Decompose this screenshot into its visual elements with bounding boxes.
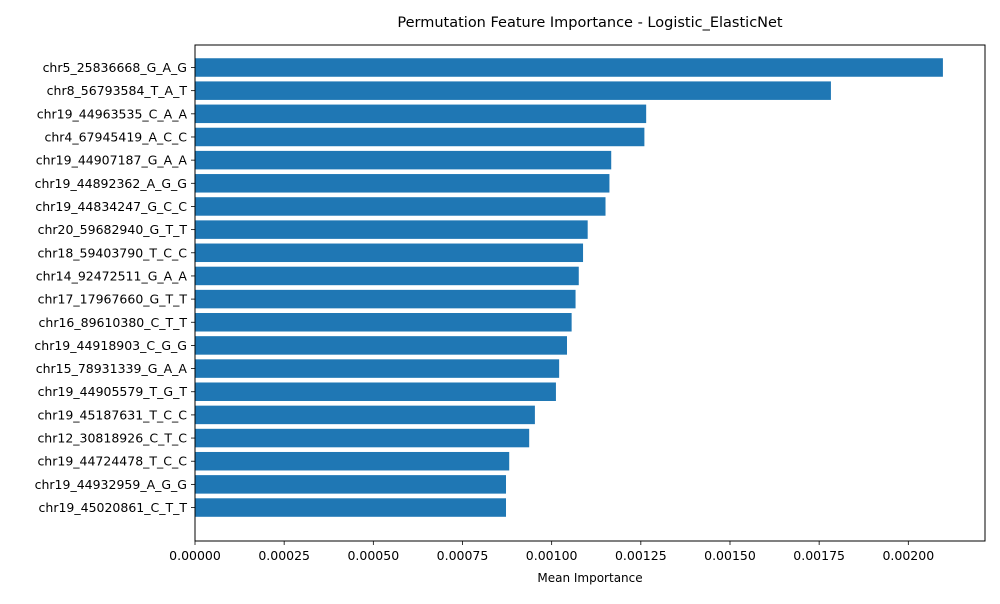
y-tick-label: chr19_44892362_A_G_G [35,176,187,191]
bar [195,150,612,170]
y-tick-label: chr19_44834247_G_C_C [35,199,187,214]
x-tick-label: 0.00200 [882,548,934,563]
y-tick-label: chr19_44724478_T_C_C [37,454,187,469]
bar [195,451,510,471]
y-tick-label: chr15_78931339_G_A_A [36,361,188,376]
y-tick-label: chr19_44907187_G_A_A [36,153,188,168]
y-tick-label: chr4_67945419_A_C_C [44,129,187,144]
y-tick-label: chr16_89610380_C_T_T [39,315,188,330]
x-tick-label: 0.00050 [347,548,399,563]
x-tick-label: 0.00175 [793,548,845,563]
bar [195,174,610,193]
y-tick-label: chr12_30818926_C_T_C [37,431,187,446]
x-axis: 0.00000 0.00025 0.00050 0.00075 0.00100 0.001… [169,541,934,563]
bar [195,104,647,124]
plot-frame [194,44,986,542]
bar [195,266,579,286]
bar [195,81,831,100]
y-tick-label: chr19_45187631_T_C_C [37,407,187,422]
bar [195,220,588,239]
y-tick-label: chr19_44932959_A_G_G [35,477,187,492]
y-tick-label: chr18_59403790_T_C_C [37,245,187,260]
y-tick-label: chr8_56793584_T_A_T [47,83,188,98]
bar [195,475,507,494]
y-tick-label: chr17_17967660_G_T_T [38,292,188,307]
y-tick-label: chr19_44963535_C_A_A [37,106,188,121]
x-tick-label: 0.00000 [169,548,221,563]
bar [195,382,556,401]
bar [195,243,584,263]
bar [195,197,606,216]
y-tick-label: chr20_59682940_G_T_T [38,222,188,237]
y-tick-label: chr19_44918903_C_G_G [34,338,187,353]
chart-title: Permutation Feature Importance - Logisti… [397,15,783,31]
y-tick-label: chr19_45020861_C_T_T [39,500,188,515]
x-tick-label: 0.00150 [704,548,756,563]
bars-layer [195,58,943,517]
y-tick-label: chr5_25836668_G_A_G [43,60,187,75]
bar [195,498,507,517]
x-tick-label: 0.00025 [258,548,310,563]
x-tick-label: 0.00125 [615,548,667,563]
bar [195,58,943,77]
y-tick-label: chr14_92472511_G_A_A [36,268,188,283]
x-axis-label: Mean Importance [537,571,642,585]
bar [195,359,560,378]
bar [195,127,645,147]
x-tick-label: 0.00100 [526,548,578,563]
y-axis: chr5_25836668_G_A_G chr8_56793584_T_A_Tch… [34,60,195,515]
bar [195,336,567,355]
bar [195,289,576,309]
bar [195,405,535,425]
bar [195,313,572,332]
y-tick-label: chr19_44905579_T_G_T [38,384,188,399]
x-tick-label: 0.00075 [437,548,489,563]
bar [195,428,530,448]
